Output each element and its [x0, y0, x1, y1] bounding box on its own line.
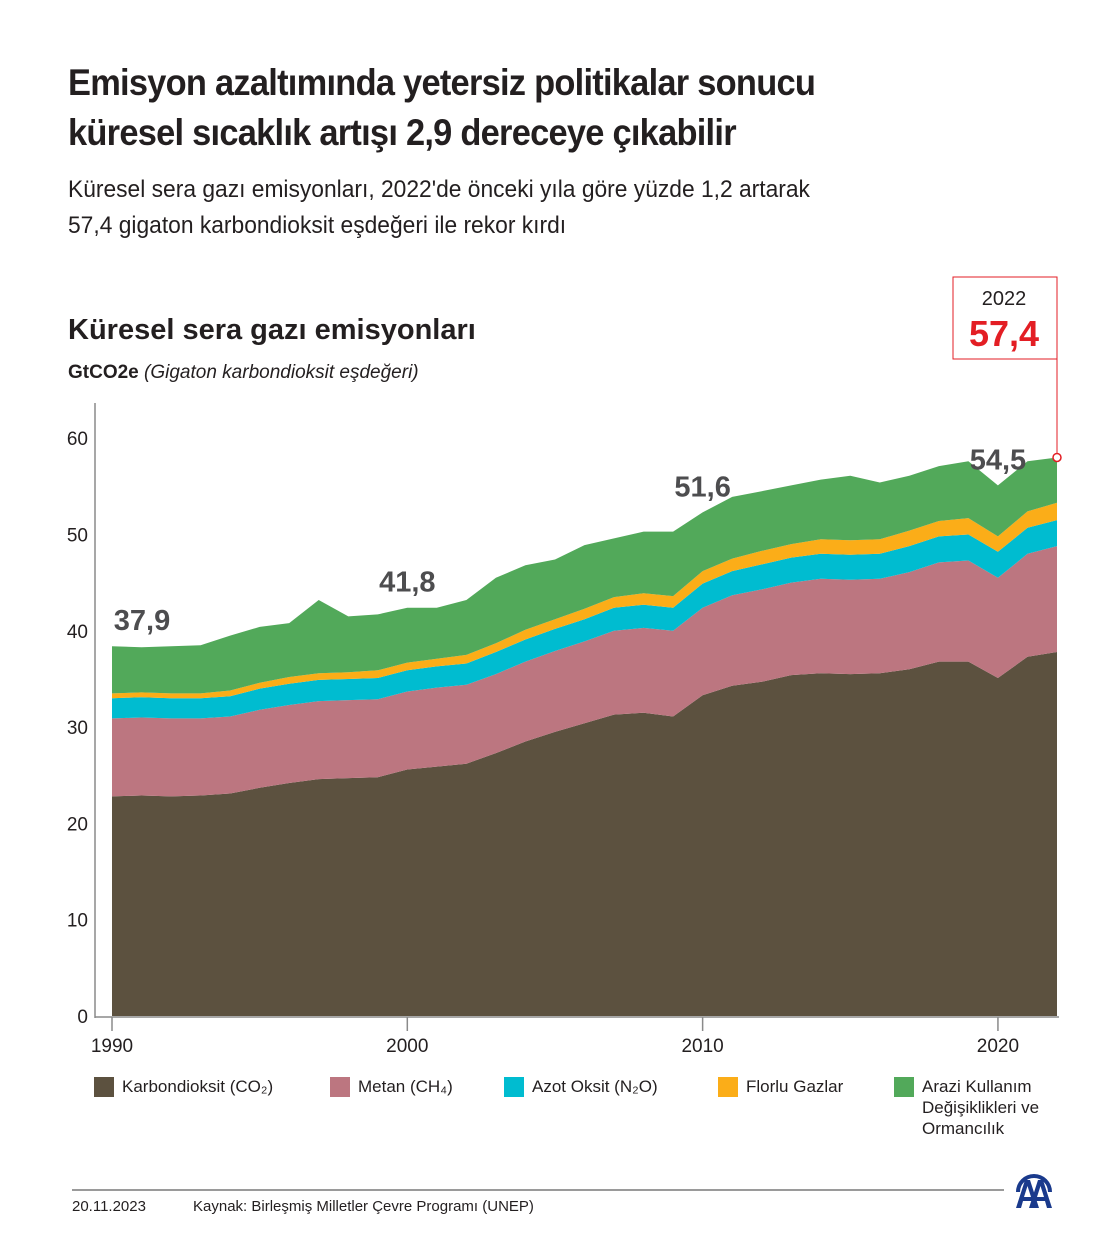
y-tick-label: 60 — [67, 429, 88, 450]
subtitle: Küresel sera gazı emisyonları, 2022'de ö… — [68, 172, 1066, 244]
legend-swatch-ch4 — [330, 1077, 350, 1097]
x-ticks: 1990 2000 2010 2020 — [91, 1017, 1019, 1057]
legend-item-co2: Karbondioksit (CO₂) — [94, 1076, 273, 1097]
annotation-label: 41,8 — [379, 567, 435, 599]
legend-swatch-lulucf — [894, 1077, 914, 1097]
subtitle-line-2: 57,4 gigaton karbondioksit eşdeğeri ile … — [68, 212, 567, 239]
legend-label-fgas: Florlu Gazlar — [746, 1077, 844, 1096]
y-tick-label: 20 — [67, 814, 88, 835]
y-tick-label: 30 — [67, 718, 88, 739]
legend-label-co2: Karbondioksit (CO₂) — [122, 1077, 274, 1096]
title-line-2: küresel sıcaklık artışı 2,9 dereceye çık… — [68, 112, 737, 153]
legend-item-fgas: Florlu Gazlar — [718, 1076, 843, 1097]
legend-swatch-co2 — [94, 1077, 114, 1097]
legend-label-n2o: Azot Oksit (N₂O) — [532, 1077, 658, 1096]
legend: Karbondioksit (CO₂) Metan (CH₄) Azot Oks… — [94, 1076, 1094, 1146]
legend-label-lulucf: Arazi Kullanım Değişiklikleri ve Ormancı… — [922, 1076, 1039, 1139]
x-tick-label: 2020 — [977, 1036, 1019, 1057]
legend-item-ch4: Metan (CH₄) — [330, 1076, 453, 1097]
area-series-0 — [112, 652, 1057, 1016]
legend-swatch-fgas — [718, 1077, 738, 1097]
x-tick-label: 1990 — [91, 1036, 133, 1057]
area-series-3 — [112, 502, 1057, 699]
footer-divider — [72, 1189, 1004, 1191]
y-tick-label: 0 — [77, 1007, 88, 1028]
unit-abbr: GtCO2e — [68, 362, 139, 383]
y-tick-label: 50 — [67, 526, 88, 547]
callout-marker — [1052, 452, 1062, 463]
x-tick-label: 2010 — [681, 1036, 723, 1057]
y-tick-label: 40 — [67, 622, 88, 643]
stacked-areas — [112, 457, 1057, 1016]
y-ticks: 0 10 20 30 40 50 60 — [67, 429, 88, 1028]
callout-year: 2022 — [982, 288, 1027, 310]
callout-value: 57,4 — [969, 313, 1039, 354]
callout-box — [952, 276, 1058, 360]
legend-label-lulucf-line3: Ormancılık — [922, 1119, 1005, 1138]
area-series-4 — [112, 457, 1057, 694]
x-tick-label: 2000 — [386, 1036, 428, 1057]
legend-item-n2o: Azot Oksit (N₂O) — [504, 1076, 658, 1097]
legend-label-lulucf-line2: Değişiklikleri ve — [922, 1098, 1040, 1117]
legend-swatch-n2o — [504, 1077, 524, 1097]
subtitle-line-1: Küresel sera gazı emisyonları, 2022'de ö… — [68, 176, 810, 203]
legend-label-lulucf-line1: Arazi Kullanım — [922, 1077, 1032, 1096]
callout-2022: 2022 57,4 — [952, 276, 1062, 463]
unit-description: (Gigaton karbondioksit eşdeğeri) — [144, 362, 419, 383]
annotations: 37,9 41,8 51,6 54,5 — [114, 444, 1026, 637]
footer-source: Kaynak: Birleşmiş Milletler Çevre Progra… — [193, 1198, 534, 1215]
unit-label: GtCO2e (Gigaton karbondioksit eşdeğeri) — [68, 362, 419, 384]
area-series-2 — [112, 520, 1057, 719]
annotation-label: 54,5 — [970, 444, 1026, 476]
footer-date: 20.11.2023 — [72, 1198, 146, 1215]
legend-item-lulucf: Arazi Kullanım Değişiklikleri ve Ormancı… — [894, 1076, 1039, 1139]
legend-label-ch4: Metan (CH₄) — [358, 1077, 453, 1096]
page-title: Emisyon azaltımında yetersiz politikalar… — [68, 58, 998, 158]
annotation-label: 37,9 — [114, 605, 170, 637]
chart-title: Küresel sera gazı emisyonları — [68, 314, 476, 346]
title-line-1: Emisyon azaltımında yetersiz politikalar… — [68, 62, 816, 103]
emissions-chart: 0 10 20 30 40 50 60 1990 2000 2010 2020 37,9 41,8 5… — [67, 276, 1062, 1057]
y-tick-label: 10 — [67, 911, 88, 932]
area-series-1 — [112, 546, 1057, 797]
aa-logo-icon — [1016, 1174, 1052, 1208]
annotation-label: 51,6 — [674, 471, 730, 503]
